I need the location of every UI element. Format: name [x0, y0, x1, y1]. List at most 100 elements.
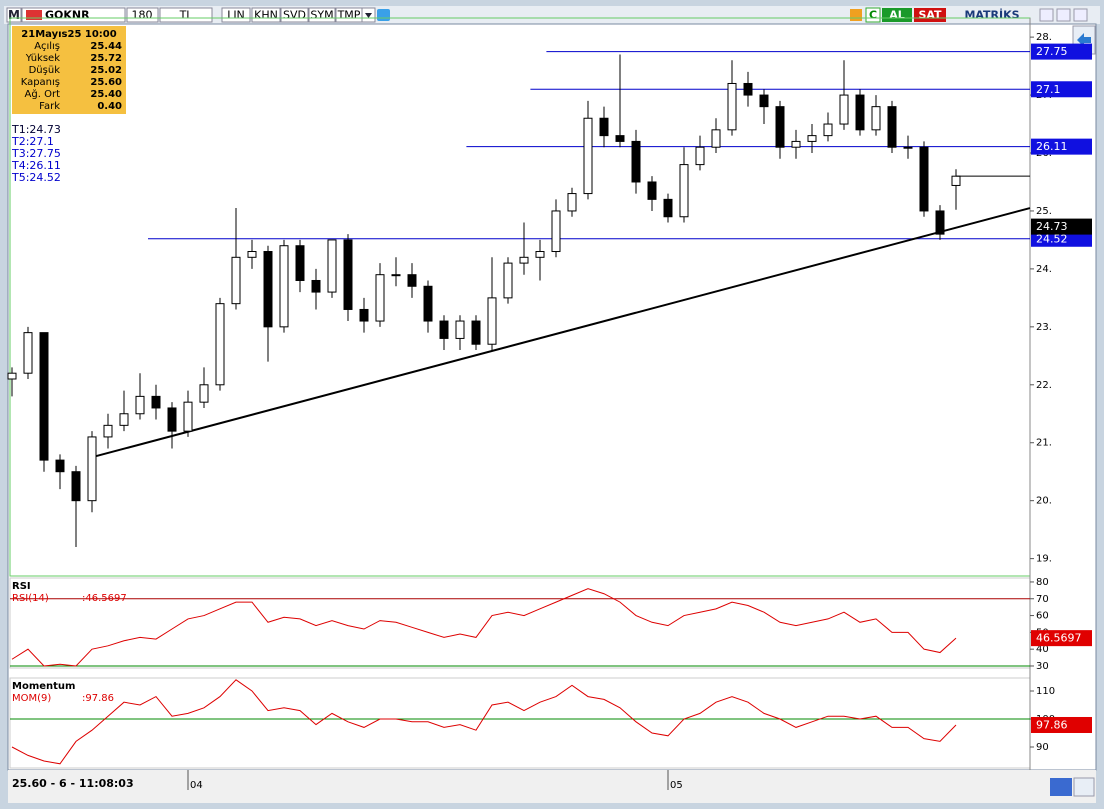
- toolbar-button-label: SVD: [283, 9, 306, 22]
- info-value: 25.44: [90, 41, 122, 52]
- candle-body: [423, 285, 433, 322]
- info-label: Düşük: [29, 65, 61, 76]
- maximize[interactable]: [1056, 8, 1071, 22]
- settings-button[interactable]: [1073, 777, 1095, 797]
- candle-body: [551, 210, 561, 253]
- y-tick-label: 22.: [1036, 380, 1052, 391]
- candle-body: [663, 198, 673, 218]
- candle-body: [615, 135, 625, 142]
- candle-body: [327, 239, 337, 293]
- candle-body: [167, 407, 177, 432]
- candle-body: [23, 332, 33, 374]
- status-bar: [8, 770, 1096, 803]
- info-value: 25.40: [90, 89, 122, 100]
- info-value: 25.60: [90, 77, 122, 88]
- level-badge: [1031, 138, 1092, 155]
- candle-body: [519, 256, 529, 264]
- info-date: 21Mayıs25 10:00: [21, 29, 116, 40]
- candle-body: [471, 320, 481, 345]
- panel-title: RSI: [12, 581, 31, 592]
- candle-body: [631, 140, 641, 183]
- candle-body: [647, 181, 657, 200]
- y-tick-label: 70: [1036, 594, 1049, 605]
- series-line: [11, 679, 957, 765]
- info-value: 25.72: [90, 53, 122, 64]
- candle-body: [263, 251, 273, 328]
- candle-body: [183, 401, 193, 432]
- info-value: 0.40: [97, 101, 122, 112]
- y-tick-label: 110: [1036, 686, 1055, 697]
- candle-body: [679, 164, 689, 218]
- currency: TL: [179, 9, 194, 22]
- series-line: [11, 588, 957, 667]
- candle-body: [695, 146, 705, 166]
- logo: M: [8, 8, 20, 22]
- candle-body: [343, 239, 353, 310]
- candle-body: [55, 459, 65, 473]
- toolbar-button-label: KHN: [254, 9, 278, 22]
- candle-body: [487, 297, 497, 345]
- level-badge: [1031, 81, 1092, 98]
- trend-label: T5:24.52: [11, 171, 61, 184]
- close[interactable]: [1073, 8, 1088, 22]
- refresh-button[interactable]: [1050, 778, 1072, 796]
- minimize[interactable]: [1039, 8, 1054, 22]
- candle-body: [135, 395, 145, 415]
- sell-label: SAT: [918, 9, 942, 22]
- legend-name: RSI(14): [12, 593, 49, 604]
- candle-body: [247, 251, 257, 258]
- level-badge-label: 27.75: [1036, 45, 1068, 58]
- x-tick-label: 04: [190, 780, 203, 791]
- trend-badge: [1031, 218, 1092, 235]
- info-label: Yüksek: [25, 53, 60, 64]
- candle-body: [359, 308, 369, 322]
- y-tick-label: 20.: [1036, 496, 1052, 507]
- edit-icon[interactable]: [850, 9, 862, 21]
- candle-body: [231, 256, 241, 305]
- level-badge-label: 26.11: [1036, 140, 1068, 153]
- candle-body: [935, 210, 945, 235]
- candle-body: [775, 106, 785, 148]
- y-tick-label: 90: [1036, 742, 1049, 753]
- info-label: Ağ. Ort: [25, 88, 61, 100]
- candle-body: [743, 82, 753, 96]
- trend-label: T4:26.11: [11, 159, 61, 172]
- info-label: Kapanış: [21, 77, 60, 88]
- info-label: Fark: [39, 101, 60, 112]
- value-badge: [1031, 630, 1092, 647]
- level-badge-label: 27.1: [1036, 83, 1061, 96]
- info-label: Açılış: [34, 41, 60, 52]
- candle-body: [311, 279, 321, 293]
- candle-body: [535, 251, 545, 258]
- candle-body: [391, 274, 401, 277]
- candle-body: [7, 372, 17, 380]
- x-tick-label: 05: [670, 780, 683, 791]
- candle-body: [759, 94, 769, 108]
- info-panel: [12, 26, 126, 114]
- buy-label: AL: [889, 9, 905, 22]
- back-arrow: [1077, 33, 1091, 47]
- candle-body: [407, 274, 417, 287]
- candle-body: [199, 384, 209, 403]
- value-badge-label: 46.5697: [1036, 632, 1082, 645]
- twitter-icon[interactable]: [377, 9, 390, 21]
- candle-body: [455, 320, 465, 339]
- value-badge: [1031, 716, 1092, 733]
- y-tick-label: 23.: [1036, 322, 1052, 333]
- info-value: 25.02: [90, 65, 122, 76]
- y-tick-label: 19.: [1036, 554, 1052, 565]
- symbol-icon: [26, 10, 42, 20]
- level-badge-label: 24.52: [1036, 232, 1068, 245]
- trend-badge-label: 24.73: [1036, 220, 1068, 233]
- y-tick-label: 40: [1036, 644, 1049, 655]
- candle-body: [807, 135, 817, 142]
- trend-label: T1:24.73: [11, 123, 61, 136]
- y-tick-label: 60: [1036, 611, 1049, 622]
- y-tick-label: 28.: [1036, 32, 1052, 43]
- candle-body: [439, 320, 449, 339]
- candle-body: [919, 146, 929, 212]
- trend-label: T2:27.1: [11, 135, 54, 148]
- legend-name: MOM(9): [12, 693, 51, 704]
- candle-body: [791, 140, 801, 148]
